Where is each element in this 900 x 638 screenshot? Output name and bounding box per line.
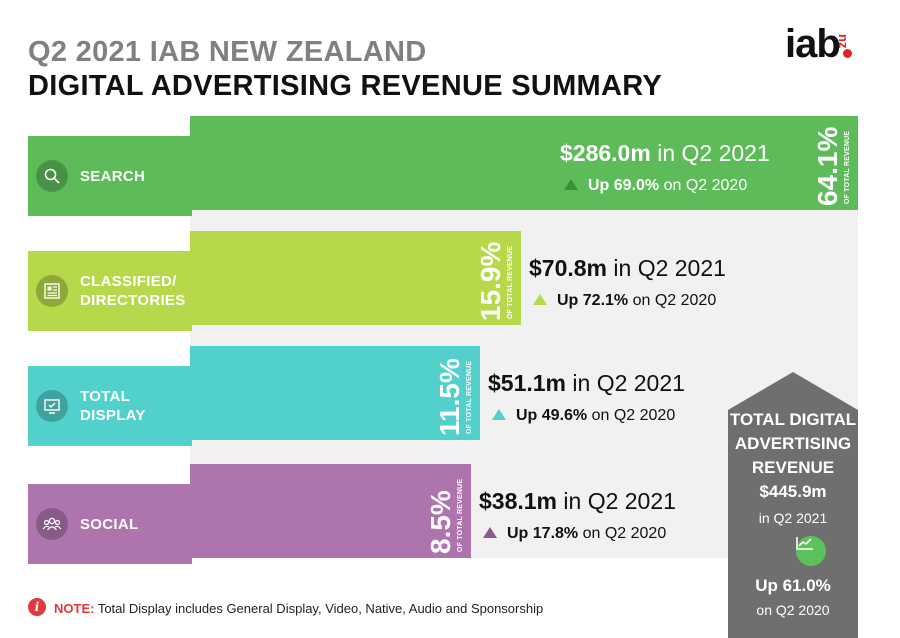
logo-text: iab [785,22,841,66]
tab-search: SEARCH [28,136,192,216]
total-revenue-box: TOTAL DIGITAL ADVERTISING REVENUE $445.9… [728,372,858,638]
monitor-icon [36,390,68,422]
magnifier-icon [36,160,68,192]
tab-classified: CLASSIFIED/DIRECTORIES [28,251,192,331]
segment-label: SOCIAL [80,515,138,534]
total-box-shape [728,372,858,638]
revenue-value: $70.8m [529,255,608,281]
share-percent: 8.5% [425,490,456,554]
bar-classified [190,231,521,325]
tab-display: TOTAL DISPLAY [28,366,192,446]
growth-period: on Q2 2020 [659,177,748,194]
segment-label: TOTAL DISPLAY [80,387,146,425]
total-growth: Up 61.0% [755,576,831,595]
up-arrow-icon [564,179,578,190]
revenue-value: $38.1m [479,488,558,514]
total-title-line-1: TOTAL DIGITAL [729,410,857,429]
bar-search [190,116,858,210]
revenue-period: in Q2 2021 [557,488,676,514]
share-percent: 11.5% [434,358,465,436]
logo-dot [843,49,852,58]
revenue-value: $286.0m [560,140,651,166]
segment-label-line: CLASSIFIED/ [80,273,177,290]
share-caption: OF TOTAL REVENUE [466,360,473,434]
segment-label-line: DISPLAY [80,407,146,424]
revenue-value: $51.1m [488,370,567,396]
revenue-amount: $51.1m in Q2 2021 [488,370,685,397]
growth-value: Up 69.0% [588,177,660,194]
share-percent: 15.9% [475,241,506,321]
title-line-1: Q2 2021 IAB NEW ZEALAND [28,36,427,68]
total-amount: $445.9m [759,482,827,501]
growth-period: on Q2 2020 [578,525,667,542]
total-title-line-2: ADVERTISING [734,434,852,453]
segment-label-line: SOCIAL [80,516,139,533]
share-percent: 64.1% [812,126,843,206]
revenue-amount: $70.8m in Q2 2021 [529,255,726,282]
revenue-amount: $38.1m in Q2 2021 [479,488,676,515]
growth-period: on Q2 2020 [587,407,676,424]
revenue-period: in Q2 2021 [607,255,726,281]
footnote: NOTE: Total Display includes General Dis… [54,601,543,616]
up-arrow-icon [533,294,547,305]
info-icon: i [28,598,46,616]
total-growth-period: on Q2 2020 [756,602,830,618]
bar-display [190,346,480,440]
growth-text: Up 72.1% on Q2 2020 [533,292,716,310]
share-of-total: 64.1% OF TOTAL REVENUE [810,116,860,210]
up-arrow-icon [483,527,497,538]
footnote-label: NOTE: [54,601,95,616]
tab-social: SOCIAL [28,484,192,564]
people-icon [36,508,68,540]
segment-label-line: DIRECTORIES [80,292,186,309]
logo-suffix: nz [836,34,851,49]
share-caption: OF TOTAL REVENUE [457,478,464,552]
iab-logo: iab nz [785,22,865,72]
total-title-line-3: REVENUE [751,458,835,477]
share-caption: OF TOTAL REVENUE [844,130,851,204]
bar-social [190,464,471,558]
growth-value: Up 17.8% [507,525,579,542]
segment-label: CLASSIFIED/DIRECTORIES [80,272,186,310]
newspaper-icon [36,275,68,307]
growth-chart-icon [796,536,826,566]
growth-value: Up 72.1% [557,292,629,309]
share-of-total: 8.5% OF TOTAL REVENUE [423,464,473,558]
growth-text: Up 49.6% on Q2 2020 [492,407,675,425]
growth-value: Up 49.6% [516,407,588,424]
share-of-total: 11.5% OF TOTAL REVENUE [432,346,482,440]
total-period: in Q2 2021 [758,510,828,526]
segment-label: SEARCH [80,167,145,186]
segment-label-line: TOTAL [80,388,131,405]
growth-period: on Q2 2020 [628,292,717,309]
growth-text: Up 69.0% on Q2 2020 [564,177,747,195]
revenue-amount: $286.0m in Q2 2021 [560,140,770,167]
share-of-total: 15.9% OF TOTAL REVENUE [473,231,523,325]
share-caption: OF TOTAL REVENUE [507,245,514,319]
segment-label-line: SEARCH [80,168,146,185]
footnote-text: Total Display includes General Display, … [94,601,544,616]
total-title: TOTAL DIGITAL ADVERTISING REVENUE [719,408,867,480]
revenue-period: in Q2 2021 [566,370,685,396]
revenue-period: in Q2 2021 [650,140,770,166]
growth-text: Up 17.8% on Q2 2020 [483,525,666,543]
title-line-2: DIGITAL ADVERTISING REVENUE SUMMARY [28,70,663,102]
up-arrow-icon [492,409,506,420]
